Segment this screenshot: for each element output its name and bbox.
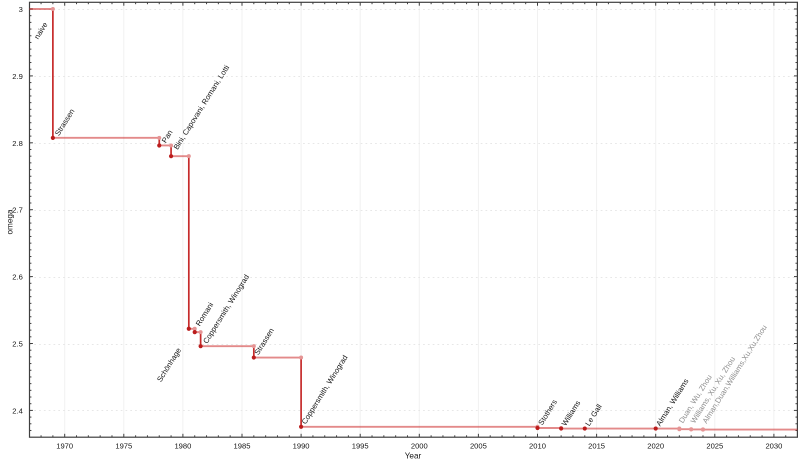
svg-text:2.9: 2.9 xyxy=(12,72,23,81)
svg-text:1995: 1995 xyxy=(352,442,369,451)
svg-text:2005: 2005 xyxy=(470,442,487,451)
svg-text:2.6: 2.6 xyxy=(12,273,23,282)
svg-text:2.4: 2.4 xyxy=(12,406,23,415)
svg-text:Year: Year xyxy=(405,451,422,460)
svg-text:2020: 2020 xyxy=(647,442,664,451)
svg-text:2010: 2010 xyxy=(529,442,546,451)
svg-text:1990: 1990 xyxy=(293,442,310,451)
svg-text:3: 3 xyxy=(19,5,23,14)
svg-text:2030: 2030 xyxy=(765,442,782,451)
svg-text:2025: 2025 xyxy=(706,442,723,451)
svg-text:omega: omega xyxy=(5,209,14,234)
svg-text:2.5: 2.5 xyxy=(12,340,23,349)
svg-text:2015: 2015 xyxy=(588,442,605,451)
svg-text:1980: 1980 xyxy=(174,442,191,451)
svg-text:1975: 1975 xyxy=(115,442,132,451)
svg-text:1970: 1970 xyxy=(56,442,73,451)
svg-text:2000: 2000 xyxy=(411,442,428,451)
svg-text:1985: 1985 xyxy=(234,442,251,451)
svg-text:2.8: 2.8 xyxy=(12,139,23,148)
svg-text:2.7: 2.7 xyxy=(12,206,23,215)
